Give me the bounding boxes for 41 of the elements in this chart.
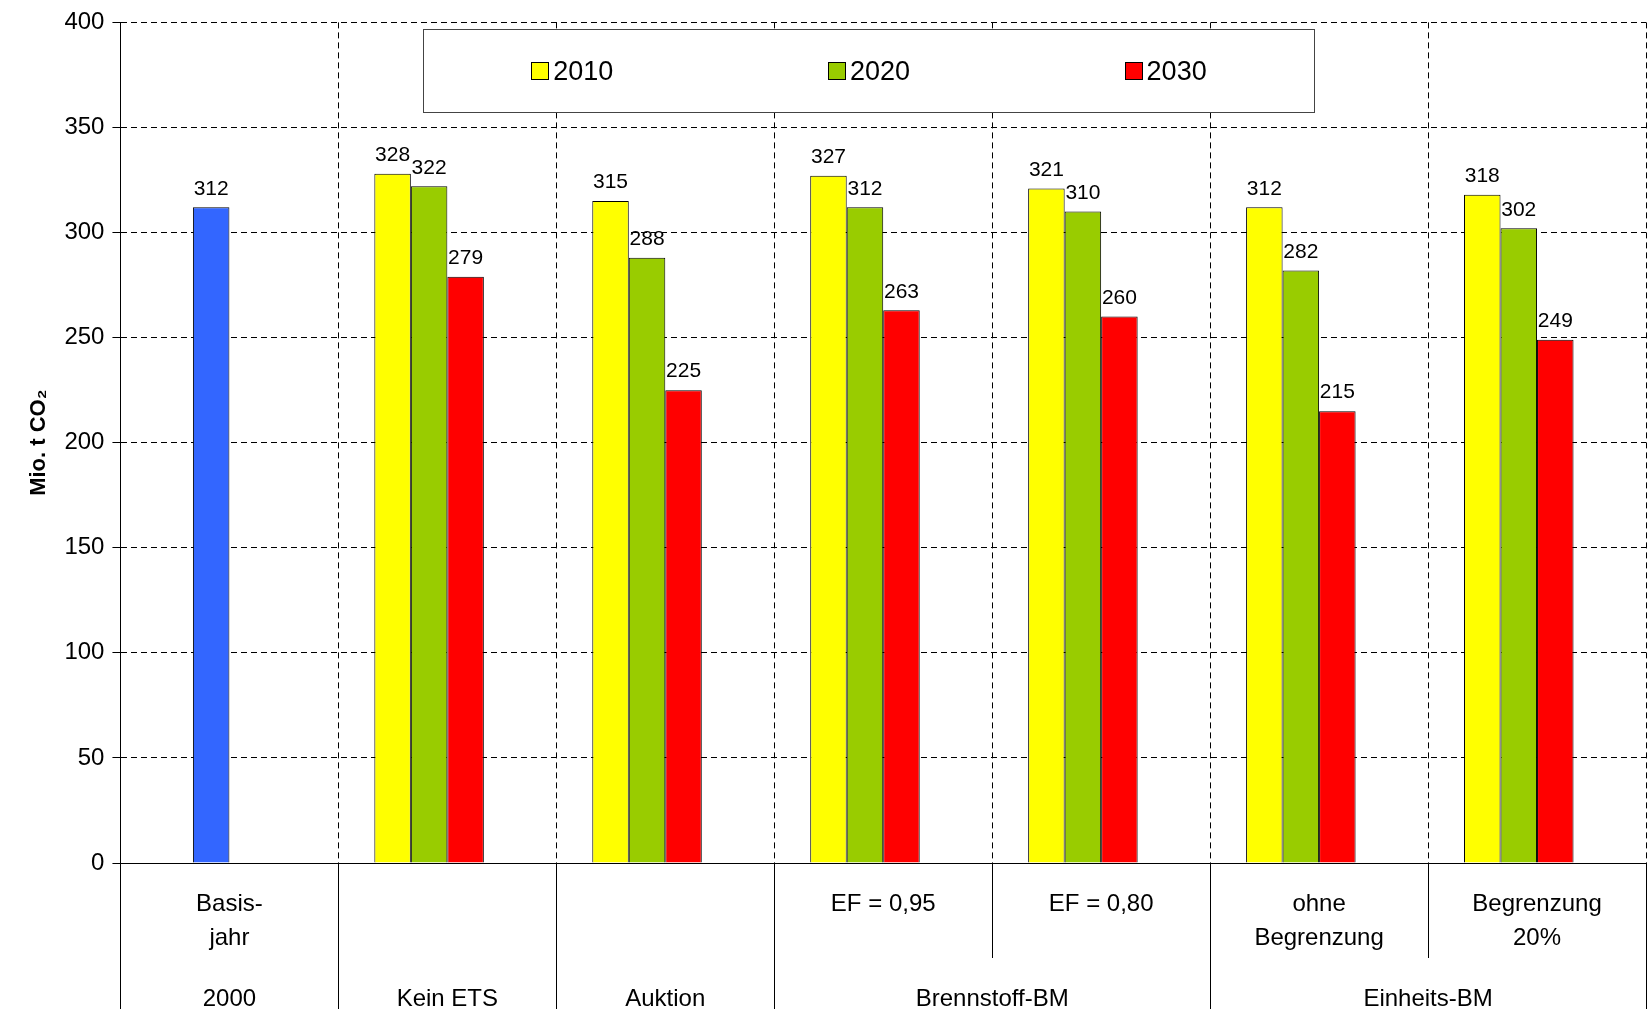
legend-label: 2020 <box>849 55 911 87</box>
y-axis-title: Mio. t CO₂ <box>25 389 51 496</box>
data-label: 312 <box>847 175 883 199</box>
data-label: 225 <box>666 358 702 382</box>
data-label: 312 <box>193 175 229 199</box>
data-label: 249 <box>1537 308 1573 332</box>
y-tick-label: 400 <box>64 7 105 35</box>
data-label: 279 <box>448 244 484 268</box>
text: Auktion <box>625 983 706 1009</box>
data-label: 327 <box>810 144 846 168</box>
data-label: 282 <box>1283 238 1319 262</box>
text: 2000 <box>202 983 257 1009</box>
data-label: 215 <box>1319 379 1355 403</box>
legend-label: 2010 <box>553 55 614 87</box>
data-label: 310 <box>1065 179 1101 203</box>
text: Einheits-BM <box>1363 983 1493 1009</box>
data-label: 263 <box>883 278 919 302</box>
x-tick-label: Basis- jahr <box>196 888 263 950</box>
x-tick-label: EF = 0,80 <box>1048 888 1154 916</box>
data-label: 312 <box>1246 175 1282 199</box>
y-tick-label: 200 <box>64 427 105 455</box>
y-tick-label: 150 <box>64 532 105 560</box>
y-tick-label: 350 <box>64 112 105 140</box>
y-tick-label: 250 <box>64 322 105 350</box>
text: Brennstoff-BM <box>915 983 1069 1009</box>
text: Kein ETS <box>396 983 499 1009</box>
y-tick-label: 300 <box>64 217 105 245</box>
data-label: 328 <box>375 142 411 165</box>
x-tick-label: Begrenzung 20% <box>1472 888 1602 950</box>
data-label: 302 <box>1501 196 1537 220</box>
y-tick-label: 0 <box>91 847 105 875</box>
data-label: 260 <box>1101 284 1137 308</box>
x-tick-label: ohne Begrenzung <box>1254 888 1384 950</box>
data-label: 322 <box>411 154 447 178</box>
y-tick-label: 100 <box>64 637 105 665</box>
data-label: 321 <box>1028 156 1064 180</box>
x-tick-label: EF = 0,95 <box>830 888 936 916</box>
data-label: 315 <box>593 169 629 193</box>
y-tick-label: 50 <box>77 742 105 770</box>
data-label: 318 <box>1464 163 1500 187</box>
legend-label: 2030 <box>1146 55 1207 87</box>
